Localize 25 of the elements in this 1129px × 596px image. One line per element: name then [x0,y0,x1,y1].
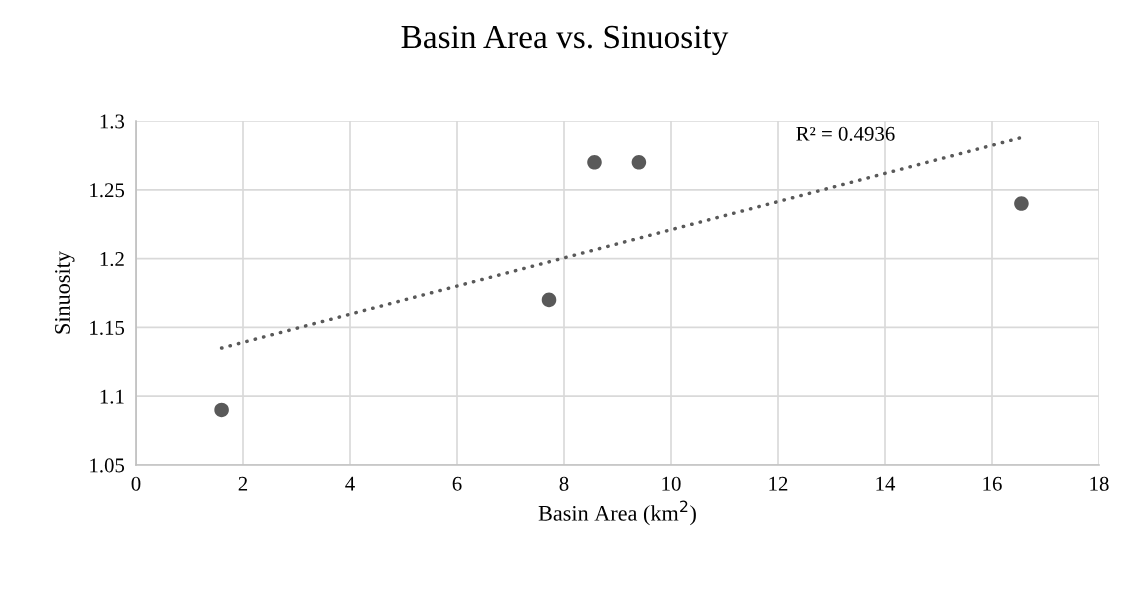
x-tick-label: 12 [769,476,788,491]
y-tick-label: 1.3 [100,114,125,129]
annotation: R² = 0.4936 [796,126,895,141]
point [541,292,557,308]
x-tick-label: 4 [345,476,355,491]
y-tick-label: 1.15 [90,320,125,335]
y-axis-title: Sinuosity [55,251,75,334]
y-tick-label: 1.2 [100,252,124,267]
chart-title: Basin Area vs. Sinuosity [401,25,729,56]
x-tick-label: 16 [983,476,1002,491]
y-tick-label: 1.25 [90,183,125,198]
y-tick-label: 1.1 [100,389,124,404]
point [1014,196,1029,211]
x-tick-label: 2 [238,476,248,491]
x-axis-title: Basin Area (km$^{2}$) [538,500,696,526]
x-tick-label: 18 [1090,476,1109,491]
x-tick-label: 8 [559,476,569,491]
x-tick-label: 14 [876,476,896,491]
x-tick-label: 6 [452,476,462,491]
x-tick-label: 10 [662,476,681,491]
point [587,155,602,170]
x-tick-label: 0 [131,476,141,491]
point [631,155,647,170]
y-tick-label: 1.05 [90,458,125,473]
point [214,402,229,418]
